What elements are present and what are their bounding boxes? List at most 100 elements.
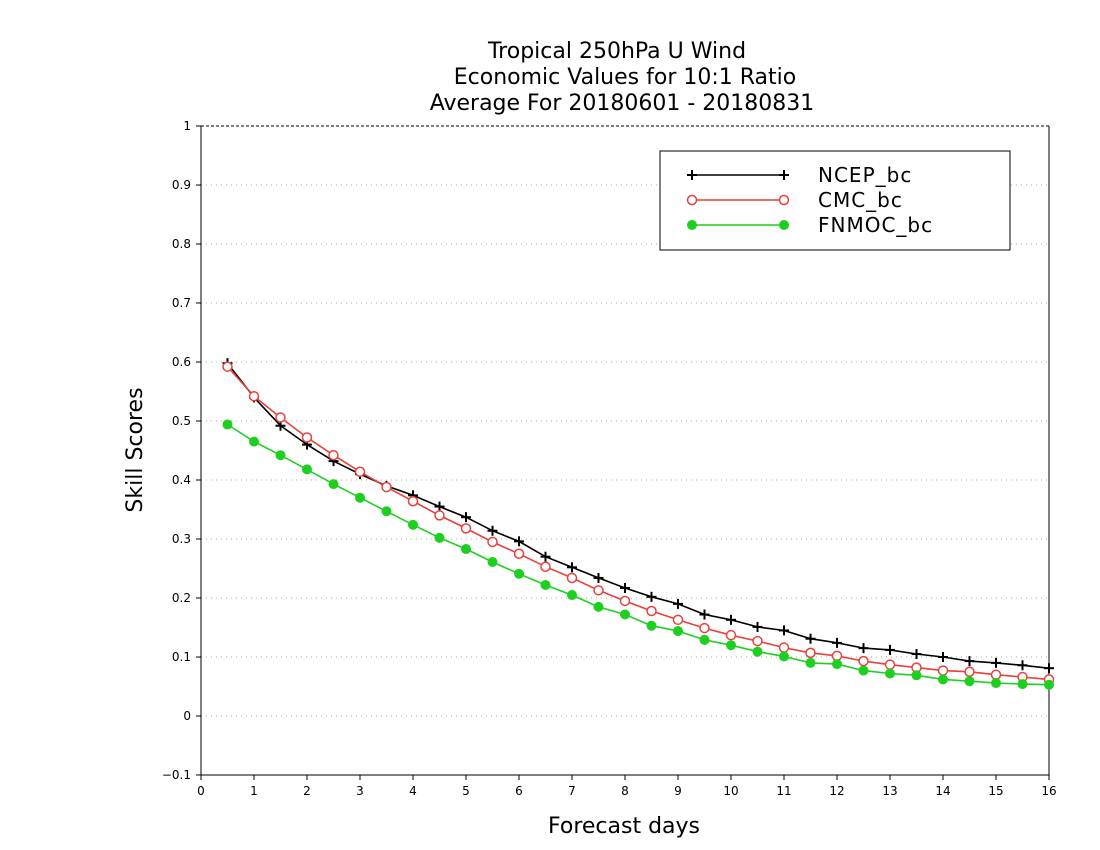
- x-tick-label: 16: [1041, 784, 1056, 798]
- x-tick-label: 7: [568, 784, 576, 798]
- data-point-ncep-bc: [540, 551, 551, 562]
- data-point-ncep-bc: [726, 614, 736, 625]
- x-tick-label: 3: [356, 784, 364, 798]
- data-point-ncep-bc: [991, 657, 1001, 668]
- data-point-fnmoc-bc: [832, 659, 842, 670]
- y-axis-label: Skill Scores: [123, 387, 148, 512]
- series-layer: [222, 358, 1055, 690]
- y-tick-label: 0.5: [172, 414, 191, 428]
- title-line-1: Tropical 250hPa U Wind: [487, 39, 746, 64]
- legend-marker-fnmoc-bc: [779, 220, 789, 230]
- legend-marker-ncep-bc: [687, 170, 697, 180]
- x-tick-label: 11: [776, 784, 791, 798]
- x-tick-label: 12: [829, 784, 844, 798]
- data-point-ncep-bc: [434, 501, 445, 512]
- data-point-fnmoc-bc: [620, 609, 630, 620]
- x-tick-label: 4: [409, 784, 417, 798]
- data-point-ncep-bc: [646, 591, 657, 602]
- data-point-cmc-bc: [831, 650, 843, 662]
- x-tick-label: 2: [303, 784, 311, 798]
- data-point-cmc-bc: [434, 510, 445, 521]
- x-tick-label: 9: [674, 784, 682, 798]
- data-point-fnmoc-bc: [1044, 679, 1054, 690]
- x-tick-label: 13: [882, 784, 897, 798]
- data-point-fnmoc-bc: [222, 419, 233, 430]
- legend-label-cmc-bc: CMC_bc: [818, 188, 903, 212]
- legend-label-ncep-bc: NCEP_bc: [818, 163, 912, 187]
- data-point-ncep-bc: [593, 572, 604, 583]
- data-point-fnmoc-bc: [699, 634, 710, 645]
- data-point-cmc-bc: [566, 572, 578, 584]
- data-point-cmc-bc: [778, 642, 790, 653]
- data-point-fnmoc-bc: [593, 601, 604, 612]
- data-point-ncep-bc: [938, 652, 948, 662]
- data-point-ncep-bc: [858, 643, 869, 654]
- axes-layer: −0.100.10.20.30.40.50.60.70.80.910 1 2 3 4 5 6…: [162, 119, 1057, 798]
- data-point-fnmoc-bc: [434, 532, 445, 543]
- y-tick-label: 0.2: [172, 591, 191, 605]
- data-point-cmc-bc: [672, 614, 684, 626]
- data-point-ncep-bc: [699, 609, 710, 620]
- y-tick-label: 0: [183, 709, 191, 723]
- data-point-cmc-bc: [460, 523, 472, 534]
- data-point-cmc-bc: [354, 466, 366, 477]
- y-tick-label: 0.9: [172, 178, 191, 192]
- data-point-fnmoc-bc: [567, 590, 577, 601]
- y-tick-label: 1: [183, 119, 191, 133]
- data-point-fnmoc-bc: [805, 657, 816, 668]
- data-point-cmc-bc: [487, 536, 498, 548]
- x-axis-label: Forecast days: [548, 814, 700, 839]
- title-line-2: Economic Values for 10:1 Ratio: [454, 65, 796, 90]
- data-point-fnmoc-bc: [964, 676, 975, 687]
- data-point-fnmoc-bc: [275, 450, 286, 461]
- legend-item-ncep-bc: NCEP_bc: [687, 163, 912, 187]
- data-point-fnmoc-bc: [911, 670, 922, 681]
- data-point-cmc-bc: [937, 665, 949, 676]
- data-point-ncep-bc: [885, 644, 895, 655]
- data-point-cmc-bc: [593, 585, 604, 596]
- y-tick-label: 0.3: [172, 532, 191, 546]
- legend-marker-cmc-bc: [778, 194, 790, 206]
- y-tick-label: 0.7: [172, 296, 191, 310]
- series-ncep-bc: [222, 358, 1054, 674]
- data-point-fnmoc-bc: [726, 640, 736, 651]
- data-point-ncep-bc: [1044, 663, 1054, 674]
- data-point-cmc-bc: [275, 412, 286, 423]
- x-tick-label: 15: [988, 784, 1003, 798]
- data-point-ncep-bc: [805, 633, 816, 644]
- y-tick-label: 0.8: [172, 237, 191, 251]
- y-tick-label: 0.6: [172, 355, 191, 369]
- data-point-ncep-bc: [779, 625, 789, 636]
- y-tick-label: 0.1: [172, 650, 191, 664]
- data-point-fnmoc-bc: [779, 651, 789, 662]
- x-tick-label: 5: [462, 784, 470, 798]
- data-point-cmc-bc: [646, 605, 657, 617]
- legend-marker-ncep-bc: [779, 170, 789, 180]
- data-point-ncep-bc: [752, 621, 763, 632]
- data-point-fnmoc-bc: [487, 557, 498, 568]
- data-point-fnmoc-bc: [885, 668, 895, 679]
- data-point-cmc-bc: [752, 635, 763, 647]
- data-point-ncep-bc: [832, 637, 842, 648]
- data-point-fnmoc-bc: [408, 519, 418, 530]
- data-point-fnmoc-bc: [461, 544, 471, 555]
- chart-title: Tropical 250hPa U Wind Economic Values f…: [430, 39, 815, 116]
- x-tick-label: 1: [250, 784, 258, 798]
- data-point-cmc-bc: [328, 449, 339, 461]
- data-point-cmc-bc: [699, 622, 710, 634]
- y-tick-label: 0.4: [172, 473, 191, 487]
- series-cmc-bc: [222, 361, 1055, 685]
- data-point-cmc-bc: [990, 669, 1002, 680]
- data-point-fnmoc-bc: [302, 464, 312, 475]
- x-tick-label: 8: [621, 784, 629, 798]
- data-point-cmc-bc: [540, 561, 551, 572]
- data-point-ncep-bc: [514, 536, 524, 547]
- data-point-fnmoc-bc: [752, 646, 763, 657]
- series-fnmoc-bc: [222, 419, 1054, 690]
- data-point-fnmoc-bc: [1017, 679, 1028, 690]
- data-point-cmc-bc: [301, 432, 313, 443]
- data-point-fnmoc-bc: [328, 479, 339, 490]
- data-point-cmc-bc: [222, 361, 233, 372]
